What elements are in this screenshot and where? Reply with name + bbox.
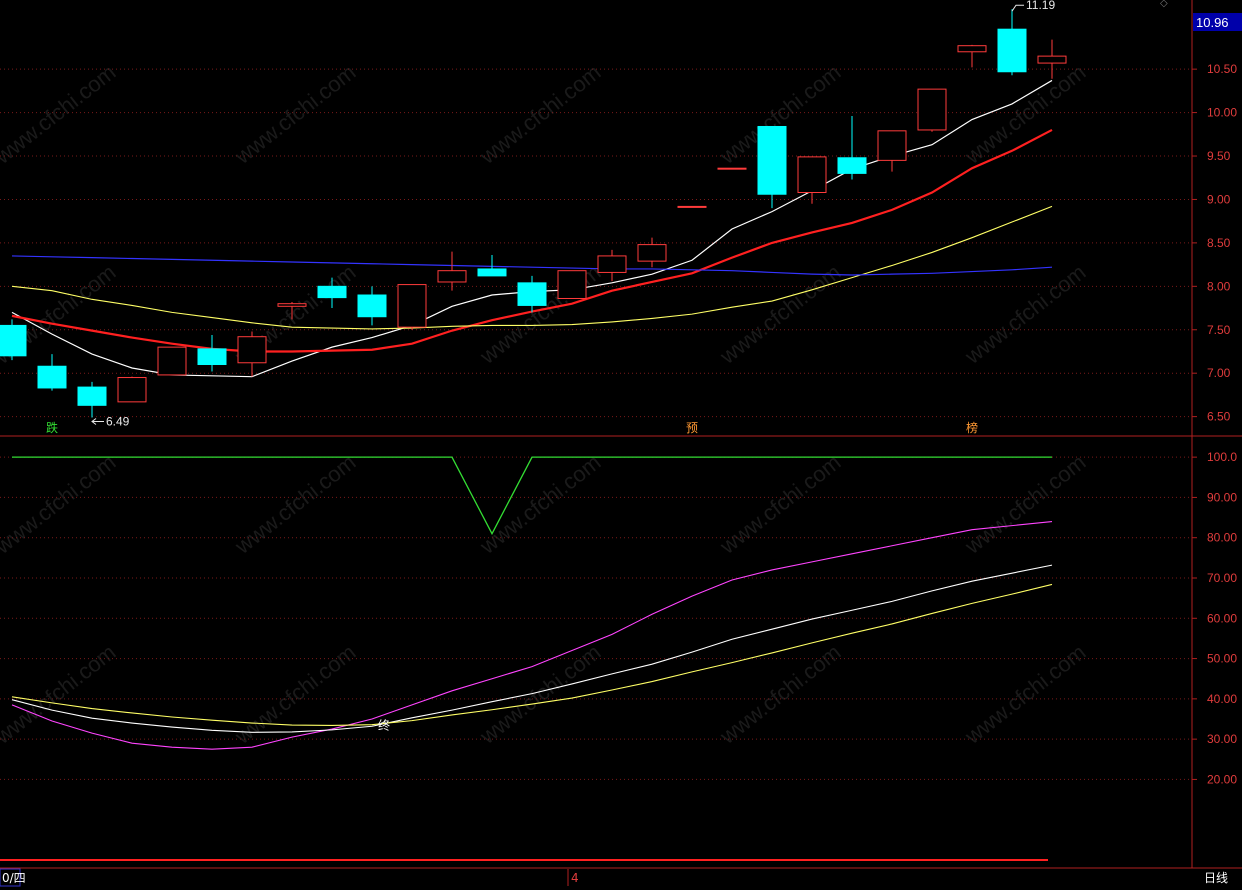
price-tick-label: 10.50 — [1207, 62, 1237, 76]
price-tick-label: 9.50 — [1207, 149, 1231, 163]
current-price-label: 10.96 — [1196, 15, 1229, 30]
candle-body-down — [757, 125, 787, 195]
candle-body-down — [0, 324, 27, 357]
watermark-text: www.cfchi.com — [0, 449, 120, 559]
footer-mid-label: 4 — [571, 871, 579, 885]
candle-body-down — [517, 282, 547, 306]
indicator-line-4 — [11, 583, 1053, 726]
scroll-chevron-icon[interactable]: ◇ — [1160, 0, 1168, 9]
candle-body-up — [277, 303, 307, 307]
price-grid — [0, 68, 1192, 418]
watermark-text: www.cfchi.com — [475, 449, 606, 559]
price-tick-label: 7.00 — [1207, 366, 1231, 380]
candle-body-down — [77, 386, 107, 406]
watermark-layer: www.cfchi.com www.cfchi.com www.cfchi.com w… — [0, 59, 1090, 749]
indicator-axis-ticks: 20.00 30.00 40.00 50.00 60.00 70.00 80.00 90.00… — [1192, 450, 1237, 786]
period-label[interactable]: 日线 — [1204, 871, 1228, 885]
candle-body-up — [877, 130, 907, 161]
footer-left-box[interactable] — [0, 868, 21, 887]
candle-body-up — [117, 377, 147, 403]
candle-body-up — [957, 45, 987, 53]
footer-left-label: 0/四 — [2, 871, 26, 885]
candle-body-down — [317, 285, 347, 299]
price-tick-label: 8.00 — [1207, 279, 1231, 293]
indicator-tick-label: 100.0 — [1207, 450, 1237, 464]
candle-body-up — [437, 270, 467, 283]
candle-body-up — [637, 244, 667, 262]
indicator-tick-label: 20.00 — [1207, 772, 1237, 786]
indicator-tick-label: 60.00 — [1207, 611, 1237, 625]
indicator-tick-label: 80.00 — [1207, 531, 1237, 545]
watermark-text: www.cfchi.com — [0, 59, 120, 169]
candle-body-down — [997, 28, 1027, 73]
watermark-text: www.cfchi.com — [475, 639, 606, 749]
low-price-label: 6.49 — [106, 414, 130, 428]
candle-body-up — [157, 346, 187, 376]
watermark-text: www.cfchi.com — [230, 59, 361, 169]
candlesticks — [0, 9, 1067, 418]
ma-line-4 — [11, 255, 1053, 276]
candle-body-up — [237, 336, 267, 364]
candle-body-down — [37, 365, 67, 389]
candle-body-up — [597, 255, 627, 273]
signal-labels: 跌预榜 — [46, 420, 978, 435]
indicator-tick-label: 30.00 — [1207, 732, 1237, 746]
ma-line-3 — [11, 205, 1053, 330]
watermark-text: www.cfchi.com — [230, 639, 361, 749]
indicator-line-1 — [12, 456, 1052, 536]
candle-body-down — [197, 348, 227, 366]
indicator-lines — [11, 456, 1053, 750]
indicator-tick-label: 90.00 — [1207, 490, 1237, 504]
watermark-text: www.cfchi.com — [960, 259, 1091, 369]
watermark-text: www.cfchi.com — [715, 259, 846, 369]
watermark-text: www.cfchi.com — [230, 449, 361, 559]
indicator-tick-label: 70.00 — [1207, 571, 1237, 585]
candle-body-up — [917, 88, 947, 131]
candle-body-up — [797, 156, 827, 194]
watermark-text: www.cfchi.com — [715, 639, 846, 749]
price-tick-label: 8.50 — [1207, 236, 1231, 250]
watermark-text: www.cfchi.com — [960, 449, 1091, 559]
watermark-text: www.cfchi.com — [715, 449, 846, 559]
signal-label: 榜 — [966, 420, 978, 435]
candle-body-up — [677, 205, 707, 208]
indicator-line-2 — [11, 521, 1053, 750]
indicator-tick-label: 50.00 — [1207, 652, 1237, 666]
watermark-text: www.cfchi.com — [0, 639, 120, 749]
high-marker — [1011, 4, 1024, 12]
candle-body-up — [717, 167, 747, 170]
candle-body-down — [477, 268, 507, 277]
indicator-tick-label: 40.00 — [1207, 692, 1237, 706]
candle-body-down — [357, 294, 387, 318]
candle-body-up — [557, 270, 587, 299]
signal-label: 预 — [686, 421, 698, 435]
watermark-text: www.cfchi.com — [960, 59, 1091, 169]
candle-body-up — [397, 284, 427, 328]
watermark-text: www.cfchi.com — [475, 59, 606, 169]
price-axis-ticks: 6.50 7.00 7.50 8.00 8.50 9.00 9.50 10.00 10.50 — [1192, 62, 1237, 424]
price-tick-label: 9.00 — [1207, 192, 1231, 206]
candle-body-up — [1037, 55, 1067, 64]
low-arrow — [91, 418, 97, 425]
current-price-box — [1193, 13, 1242, 31]
cross-signal-label: 终 — [378, 718, 390, 733]
high-price-label: 11.19 — [1026, 0, 1055, 12]
candle-body-down — [837, 157, 867, 174]
price-tick-label: 6.50 — [1207, 410, 1231, 424]
price-tick-label: 10.00 — [1207, 106, 1237, 120]
price-annotations: 11.19 6.49 — [91, 0, 1055, 428]
indicator-line-3 — [11, 564, 1053, 733]
watermark-text: www.cfchi.com — [960, 639, 1091, 749]
signal-label: 跌 — [46, 420, 58, 435]
price-tick-label: 7.50 — [1207, 323, 1231, 337]
